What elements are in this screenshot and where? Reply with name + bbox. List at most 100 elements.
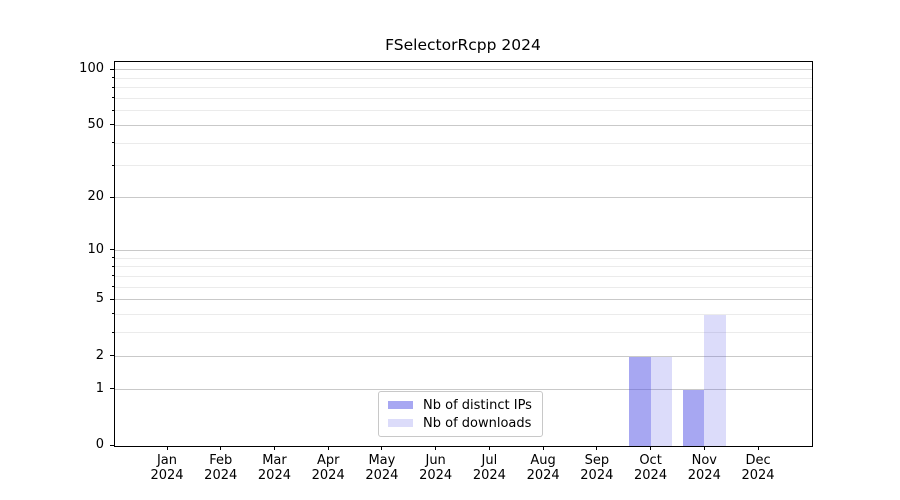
x-tick-year: 2024 xyxy=(204,468,238,483)
y-tick xyxy=(110,444,114,446)
gridline-minor xyxy=(115,257,812,259)
y-minor-tick xyxy=(111,97,114,99)
x-tick xyxy=(650,446,652,450)
x-tick-label: Jun 2024 xyxy=(408,453,464,483)
gridline-minor xyxy=(115,266,812,268)
y-tick xyxy=(110,298,114,300)
y-tick-label: 100 xyxy=(79,61,104,77)
y-minor-tick xyxy=(111,331,114,333)
x-tick-month: Oct xyxy=(639,453,662,468)
gridline-minor xyxy=(115,110,812,112)
y-minor-tick xyxy=(111,164,114,166)
x-tick-label: May 2024 xyxy=(354,453,410,483)
plot-area xyxy=(114,61,813,447)
gridline-minor xyxy=(115,97,812,99)
y-tick-label: 5 xyxy=(95,291,104,307)
y-minor-tick xyxy=(111,275,114,277)
x-tick-month: Jan xyxy=(156,453,178,468)
x-tick-label: Mar 2024 xyxy=(246,453,302,483)
y-tick xyxy=(110,124,114,126)
gridline-minor xyxy=(115,165,812,167)
x-tick-month: Apr xyxy=(316,453,340,468)
x-tick xyxy=(435,446,437,450)
gridline-major xyxy=(115,249,812,251)
y-tick-label: 20 xyxy=(87,189,104,205)
x-tick xyxy=(220,446,222,450)
y-minor-tick xyxy=(111,86,114,88)
x-tick xyxy=(542,446,544,450)
x-tick-month: Sep xyxy=(584,453,610,468)
y-tick xyxy=(110,196,114,198)
chart-title: FSelectorRcpp 2024 xyxy=(385,36,541,54)
gridline-minor xyxy=(115,275,812,277)
x-tick-label: Apr 2024 xyxy=(300,453,356,483)
y-minor-tick xyxy=(111,257,114,258)
x-tick-year: 2024 xyxy=(311,468,345,483)
gridline-minor xyxy=(115,77,812,79)
x-tick-label: Sep 2024 xyxy=(569,453,625,483)
x-tick-label: Nov 2024 xyxy=(676,453,732,483)
x-tick-label: Jul 2024 xyxy=(461,453,517,483)
gridline-major xyxy=(115,124,812,126)
x-tick-month: Nov xyxy=(691,453,717,468)
x-tick-label: Aug 2024 xyxy=(515,453,571,483)
y-minor-tick xyxy=(111,286,114,288)
x-tick-year: 2024 xyxy=(526,468,560,483)
gridline-minor xyxy=(115,286,812,288)
y-tick xyxy=(110,68,114,70)
x-tick-month: May xyxy=(368,453,396,468)
legend-swatch-distinct-ips xyxy=(388,401,413,409)
y-tick-label: 1 xyxy=(95,380,104,396)
bar-distinct-ips-oct xyxy=(629,356,651,446)
y-minor-tick xyxy=(111,109,114,111)
gridline-minor xyxy=(115,87,812,89)
gridline-major xyxy=(115,69,812,71)
y-tick xyxy=(110,249,114,251)
x-tick-month: Jul xyxy=(481,453,498,468)
x-tick xyxy=(596,446,598,450)
x-tick-month: Aug xyxy=(530,453,556,468)
x-tick xyxy=(381,446,383,450)
x-tick-month: Feb xyxy=(209,453,233,468)
y-tick xyxy=(110,388,114,390)
x-tick-year: 2024 xyxy=(741,468,775,483)
x-tick xyxy=(273,446,275,450)
y-minor-tick xyxy=(111,265,114,267)
y-tick-label: 10 xyxy=(87,241,104,257)
x-tick-label: Dec 2024 xyxy=(730,453,786,483)
x-tick-label: Jan 2024 xyxy=(139,453,195,483)
legend-row-downloads: Nb of downloads xyxy=(388,416,533,431)
x-tick xyxy=(488,446,490,450)
legend-swatch-downloads xyxy=(388,419,413,427)
x-tick-month: Jun xyxy=(425,453,446,468)
y-tick xyxy=(110,355,114,357)
bar-downloads-oct xyxy=(650,356,673,446)
x-tick-year: 2024 xyxy=(257,468,291,483)
x-tick-year: 2024 xyxy=(150,468,184,483)
x-tick-year: 2024 xyxy=(687,468,721,483)
x-tick xyxy=(327,446,329,450)
x-tick-label: Oct 2024 xyxy=(623,453,679,483)
gridline-minor xyxy=(115,142,812,144)
x-tick-label: Feb 2024 xyxy=(193,453,249,483)
y-tick-label: 50 xyxy=(87,116,104,132)
y-tick-label: 0 xyxy=(95,437,104,452)
y-minor-tick xyxy=(111,142,114,144)
x-tick-month: Dec xyxy=(745,453,771,468)
gridline-major xyxy=(115,355,812,357)
y-minor-tick xyxy=(111,77,114,79)
legend: Nb of distinct IPs Nb of downloads xyxy=(378,391,543,437)
gridline-major xyxy=(115,197,812,199)
x-tick-year: 2024 xyxy=(580,468,614,483)
x-tick xyxy=(166,446,168,450)
x-tick-year: 2024 xyxy=(472,468,506,483)
x-tick-year: 2024 xyxy=(365,468,399,483)
x-tick xyxy=(703,446,705,450)
x-tick xyxy=(757,446,759,450)
x-tick-year: 2024 xyxy=(419,468,453,483)
gridline-major xyxy=(115,388,812,390)
gridline-minor xyxy=(115,313,812,315)
gridline-minor xyxy=(115,332,812,334)
gridline-major xyxy=(115,299,812,301)
y-tick-label: 2 xyxy=(95,347,104,363)
